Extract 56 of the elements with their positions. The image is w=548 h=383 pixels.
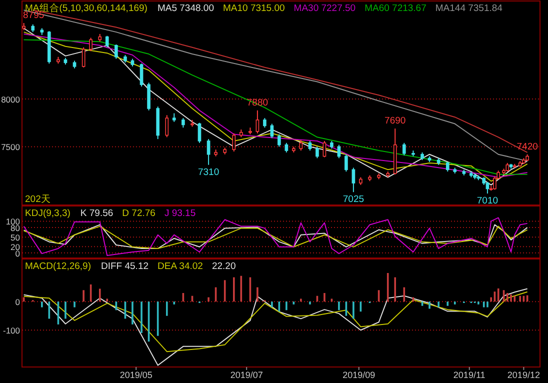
text: MA5 7348.00	[157, 3, 214, 14]
candlestick	[206, 138, 210, 166]
x-tick-label: 2019/07	[230, 370, 263, 380]
candlestick	[446, 162, 450, 172]
candlestick	[82, 46, 86, 68]
y-tick-label: 7500	[1, 142, 20, 152]
line-series	[23, 217, 528, 256]
annotation: 7025	[342, 194, 364, 206]
x-tick-label: 2019/11	[453, 370, 486, 380]
x-tick-label: 2019/09	[342, 370, 376, 380]
annotation: 202天	[25, 194, 51, 205]
candlestick	[140, 63, 144, 88]
text: MA30 7227.50	[294, 3, 356, 14]
candlestick	[284, 142, 288, 153]
series-label: K 79.56	[80, 208, 114, 219]
candlestick	[198, 122, 202, 144]
annotation: 7310	[198, 166, 220, 178]
candlestick	[182, 118, 185, 128]
line-series	[23, 291, 528, 352]
chart-title: MACD(12,26,9)	[25, 261, 91, 272]
candlestick	[316, 146, 319, 159]
chart-title: KDJ(9,3,3)	[25, 208, 70, 219]
candlestick	[256, 110, 260, 134]
series-label: J 93.15	[164, 208, 196, 219]
candlestick	[352, 167, 356, 193]
y-tick-label: -100	[2, 326, 20, 336]
x-tick-label: 2019/12	[507, 370, 540, 380]
y-tick-label: 8000	[1, 94, 20, 104]
candlestick	[147, 82, 150, 111]
text: MA10 7315.00	[222, 3, 285, 14]
candlestick	[299, 140, 303, 152]
annotation: 7420	[516, 141, 538, 152]
text: MA144 7351.84	[435, 3, 502, 14]
x-tick-label: 2019/05	[120, 370, 152, 380]
candlestick	[308, 140, 312, 152]
annotation: 7690	[384, 116, 406, 127]
candlestick	[278, 134, 281, 148]
y-tick-label: 0	[15, 297, 20, 308]
candlestick	[263, 118, 266, 128]
y-tick-label: 50	[10, 232, 20, 243]
candlestick	[105, 35, 109, 48]
candlestick	[486, 182, 490, 194]
candlestick	[344, 154, 348, 172]
series-label: D 72.76	[122, 208, 156, 219]
candlestick	[322, 140, 326, 158]
candlestick	[165, 114, 169, 138]
candlestick	[89, 37, 92, 52]
text: MA60 7213.67	[364, 3, 426, 14]
annotation: 22.20	[212, 261, 236, 272]
line-series	[23, 288, 528, 366]
annotation: 7010	[476, 196, 498, 207]
text: DEA 34.02	[158, 261, 203, 272]
candlestick	[402, 142, 406, 156]
candlestick	[232, 132, 236, 152]
candlestick	[114, 44, 118, 60]
text: DIFF 45.12	[101, 261, 149, 272]
